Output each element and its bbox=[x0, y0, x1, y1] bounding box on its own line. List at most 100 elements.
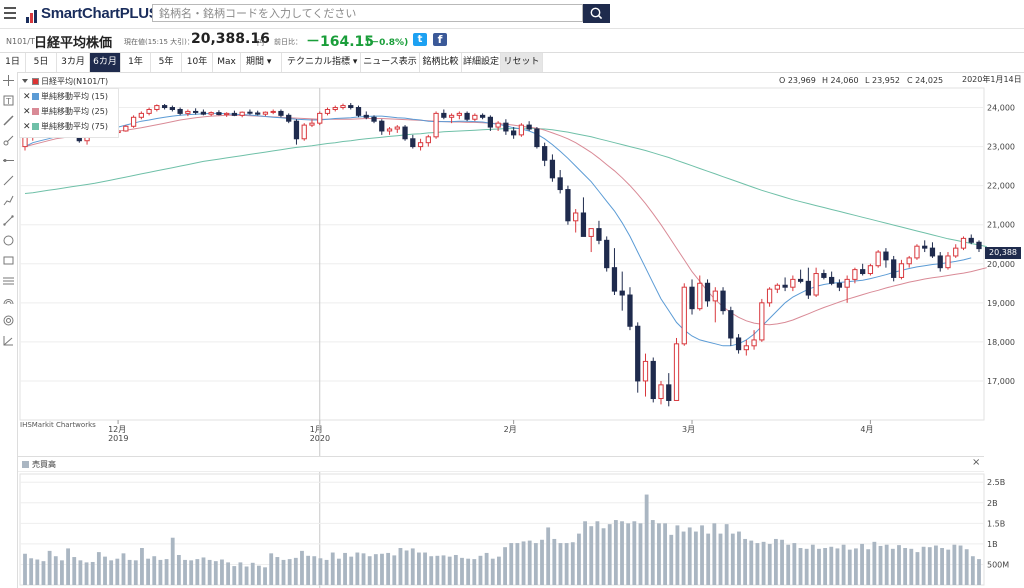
volume-bar bbox=[306, 555, 311, 585]
candle-body bbox=[146, 108, 152, 114]
horizontal-lines-icon[interactable] bbox=[3, 275, 14, 286]
technical-indicators-menu[interactable]: テクニカル指標 ▾ bbox=[282, 53, 361, 72]
crosshair-icon[interactable] bbox=[3, 75, 14, 86]
candle-body bbox=[968, 237, 974, 243]
multi-line-icon[interactable] bbox=[3, 195, 14, 206]
candle-body bbox=[929, 247, 936, 257]
volume-bar bbox=[564, 543, 569, 585]
volume-bar bbox=[244, 566, 249, 585]
remove-indicator-icon[interactable]: ✕ bbox=[23, 122, 31, 132]
candle-body bbox=[945, 255, 951, 269]
series-title[interactable]: 日経平均(N101/T) bbox=[22, 76, 108, 87]
logo-bars-icon bbox=[26, 6, 38, 23]
volume-bar bbox=[78, 560, 83, 585]
remove-indicator-icon[interactable]: ✕ bbox=[23, 92, 31, 102]
price-chart[interactable]: 17,000 18,000 19,000 20,000 21,000 22,000 23,0… bbox=[18, 72, 1024, 588]
detail-settings-button[interactable]: 詳細設定 bbox=[462, 53, 501, 72]
period-5y-button[interactable]: 5年 bbox=[151, 53, 182, 72]
candle-body bbox=[813, 273, 819, 296]
candle-body bbox=[596, 228, 602, 241]
volume-bar bbox=[201, 557, 206, 585]
volume-bar bbox=[650, 520, 655, 585]
candle-body bbox=[479, 114, 486, 118]
volume-bar bbox=[478, 555, 483, 585]
candle-body bbox=[836, 282, 843, 288]
period-1y-button[interactable]: 1年 bbox=[121, 53, 151, 72]
ma15-swatch-icon bbox=[32, 93, 39, 100]
volume-bar bbox=[743, 538, 748, 585]
y-tick-label: 22,000 bbox=[987, 182, 1015, 191]
candle-body bbox=[456, 112, 462, 116]
volume-bar bbox=[429, 556, 434, 585]
legend-item-ma75[interactable]: ✕ 単純移動平均 (75) bbox=[23, 120, 108, 134]
volume-bar bbox=[189, 560, 194, 585]
high-value: H 24,060 bbox=[822, 76, 859, 85]
candle-body bbox=[511, 130, 517, 136]
target-tool-icon[interactable] bbox=[3, 315, 14, 326]
search-input[interactable]: 銘柄名・銘柄コードを入力してください bbox=[152, 4, 583, 22]
candle-body bbox=[766, 288, 773, 304]
legend-item-ma25[interactable]: ✕ 単純移動平均 (25) bbox=[23, 105, 108, 119]
interval-menu[interactable]: 期間 ▾ bbox=[241, 53, 282, 72]
search-button[interactable] bbox=[583, 4, 610, 23]
ma75-swatch-icon bbox=[32, 123, 39, 130]
candle-body bbox=[720, 290, 726, 312]
volume-bar bbox=[29, 558, 34, 585]
candle-body bbox=[914, 245, 920, 259]
pencil-icon[interactable] bbox=[3, 115, 14, 126]
period-10y-button[interactable]: 10年 bbox=[182, 53, 213, 72]
candle-body bbox=[417, 142, 424, 148]
volume-bar bbox=[607, 524, 612, 585]
period-6m-button[interactable]: 6カ月 bbox=[90, 53, 121, 72]
candle-body bbox=[216, 112, 222, 116]
remove-indicator-icon[interactable]: ✕ bbox=[23, 107, 31, 117]
arc-tool-icon[interactable] bbox=[3, 295, 14, 306]
candle-body bbox=[867, 265, 874, 275]
series-color-icon bbox=[32, 78, 39, 85]
fibonacci-icon[interactable] bbox=[3, 135, 14, 146]
volume-bar bbox=[312, 556, 317, 585]
volume-bar bbox=[490, 558, 495, 585]
twitter-share-icon[interactable]: t bbox=[413, 33, 427, 46]
legend-item-ma15[interactable]: ✕ 単純移動平均 (15) bbox=[23, 90, 108, 104]
measure-tool-icon[interactable] bbox=[3, 335, 14, 346]
candle-body bbox=[425, 136, 431, 144]
volume-bar bbox=[336, 558, 341, 585]
candle-body bbox=[635, 325, 641, 382]
close-volume-panel-icon[interactable]: × bbox=[972, 457, 981, 468]
candle-body bbox=[255, 112, 261, 115]
volume-bar bbox=[441, 555, 446, 585]
horizontal-ray-icon[interactable] bbox=[3, 155, 14, 166]
drawing-tools-panel: T bbox=[0, 72, 18, 588]
compare-button[interactable]: 銘柄比較 bbox=[420, 53, 462, 72]
circle-tool-icon[interactable] bbox=[3, 235, 14, 246]
period-5d-button[interactable]: 5日 bbox=[26, 53, 57, 72]
volume-bar bbox=[343, 552, 347, 585]
volume-bar bbox=[558, 543, 563, 585]
volume-bar bbox=[946, 549, 951, 585]
candle-body bbox=[130, 116, 137, 127]
volume-bar bbox=[792, 543, 797, 585]
menu-icon[interactable] bbox=[4, 7, 16, 19]
volume-bar bbox=[675, 525, 680, 585]
period-3m-button[interactable]: 3カ月 bbox=[57, 53, 90, 72]
rectangle-tool-icon[interactable] bbox=[3, 255, 14, 266]
x-tick-label: 12月 bbox=[108, 425, 126, 434]
text-tool-icon[interactable]: T bbox=[3, 95, 14, 106]
search-icon bbox=[590, 7, 603, 20]
volume-bar bbox=[140, 548, 144, 585]
volume-bar bbox=[238, 562, 243, 585]
trendline-icon[interactable] bbox=[3, 175, 14, 186]
arrow-line-icon[interactable] bbox=[3, 215, 14, 226]
logo[interactable]: SmartChartPLUS bbox=[26, 5, 159, 23]
candle-body bbox=[898, 263, 905, 278]
period-max-button[interactable]: Max bbox=[213, 53, 241, 72]
reset-button[interactable]: リセット bbox=[501, 53, 543, 72]
logo-plus: PLUS bbox=[119, 5, 159, 22]
facebook-share-icon[interactable]: f bbox=[433, 33, 447, 46]
price-unit: 円 bbox=[257, 39, 264, 47]
period-1d-button[interactable]: 1日 bbox=[0, 53, 26, 72]
legend-label-ma25: 単純移動平均 (25) bbox=[41, 107, 108, 116]
news-button[interactable]: ニュース表示 bbox=[361, 53, 420, 72]
candle-body bbox=[557, 177, 563, 191]
